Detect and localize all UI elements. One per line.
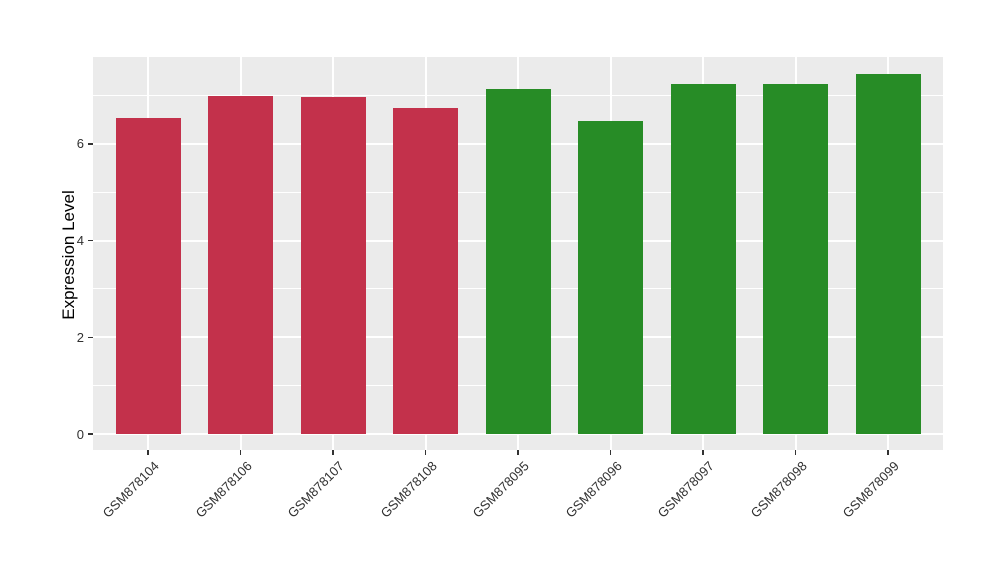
x-tick-mark — [332, 450, 334, 455]
plot-panel — [93, 57, 943, 450]
x-tick-mark — [517, 450, 519, 455]
y-tick-label: 0 — [76, 426, 84, 442]
x-tick-mark — [239, 450, 242, 455]
x-tick-mark — [609, 450, 612, 455]
y-tick-label: 4 — [76, 233, 84, 249]
bar-GSM878099 — [855, 74, 921, 434]
x-tick-mark — [794, 450, 797, 455]
bar-GSM878095 — [485, 89, 551, 434]
y-tick-mark — [88, 336, 93, 339]
x-tick-mark — [147, 450, 149, 455]
y-tick-mark — [88, 143, 93, 145]
bar-GSM878106 — [208, 96, 273, 434]
x-tick-mark — [424, 450, 427, 455]
x-tick-mark — [887, 450, 889, 455]
y-tick-label: 2 — [76, 329, 84, 345]
bar-GSM878096 — [578, 121, 643, 434]
y-tick-mark — [88, 239, 93, 242]
y-tick-label: 6 — [76, 136, 84, 152]
bar-GSM878108 — [393, 108, 458, 434]
bar-GSM878104 — [115, 118, 181, 434]
bar-GSM878098 — [763, 84, 828, 434]
x-tick-mark — [702, 450, 704, 455]
y-tick-mark — [88, 433, 93, 435]
bar-GSM878107 — [300, 97, 366, 434]
bar-GSM878097 — [670, 84, 736, 434]
